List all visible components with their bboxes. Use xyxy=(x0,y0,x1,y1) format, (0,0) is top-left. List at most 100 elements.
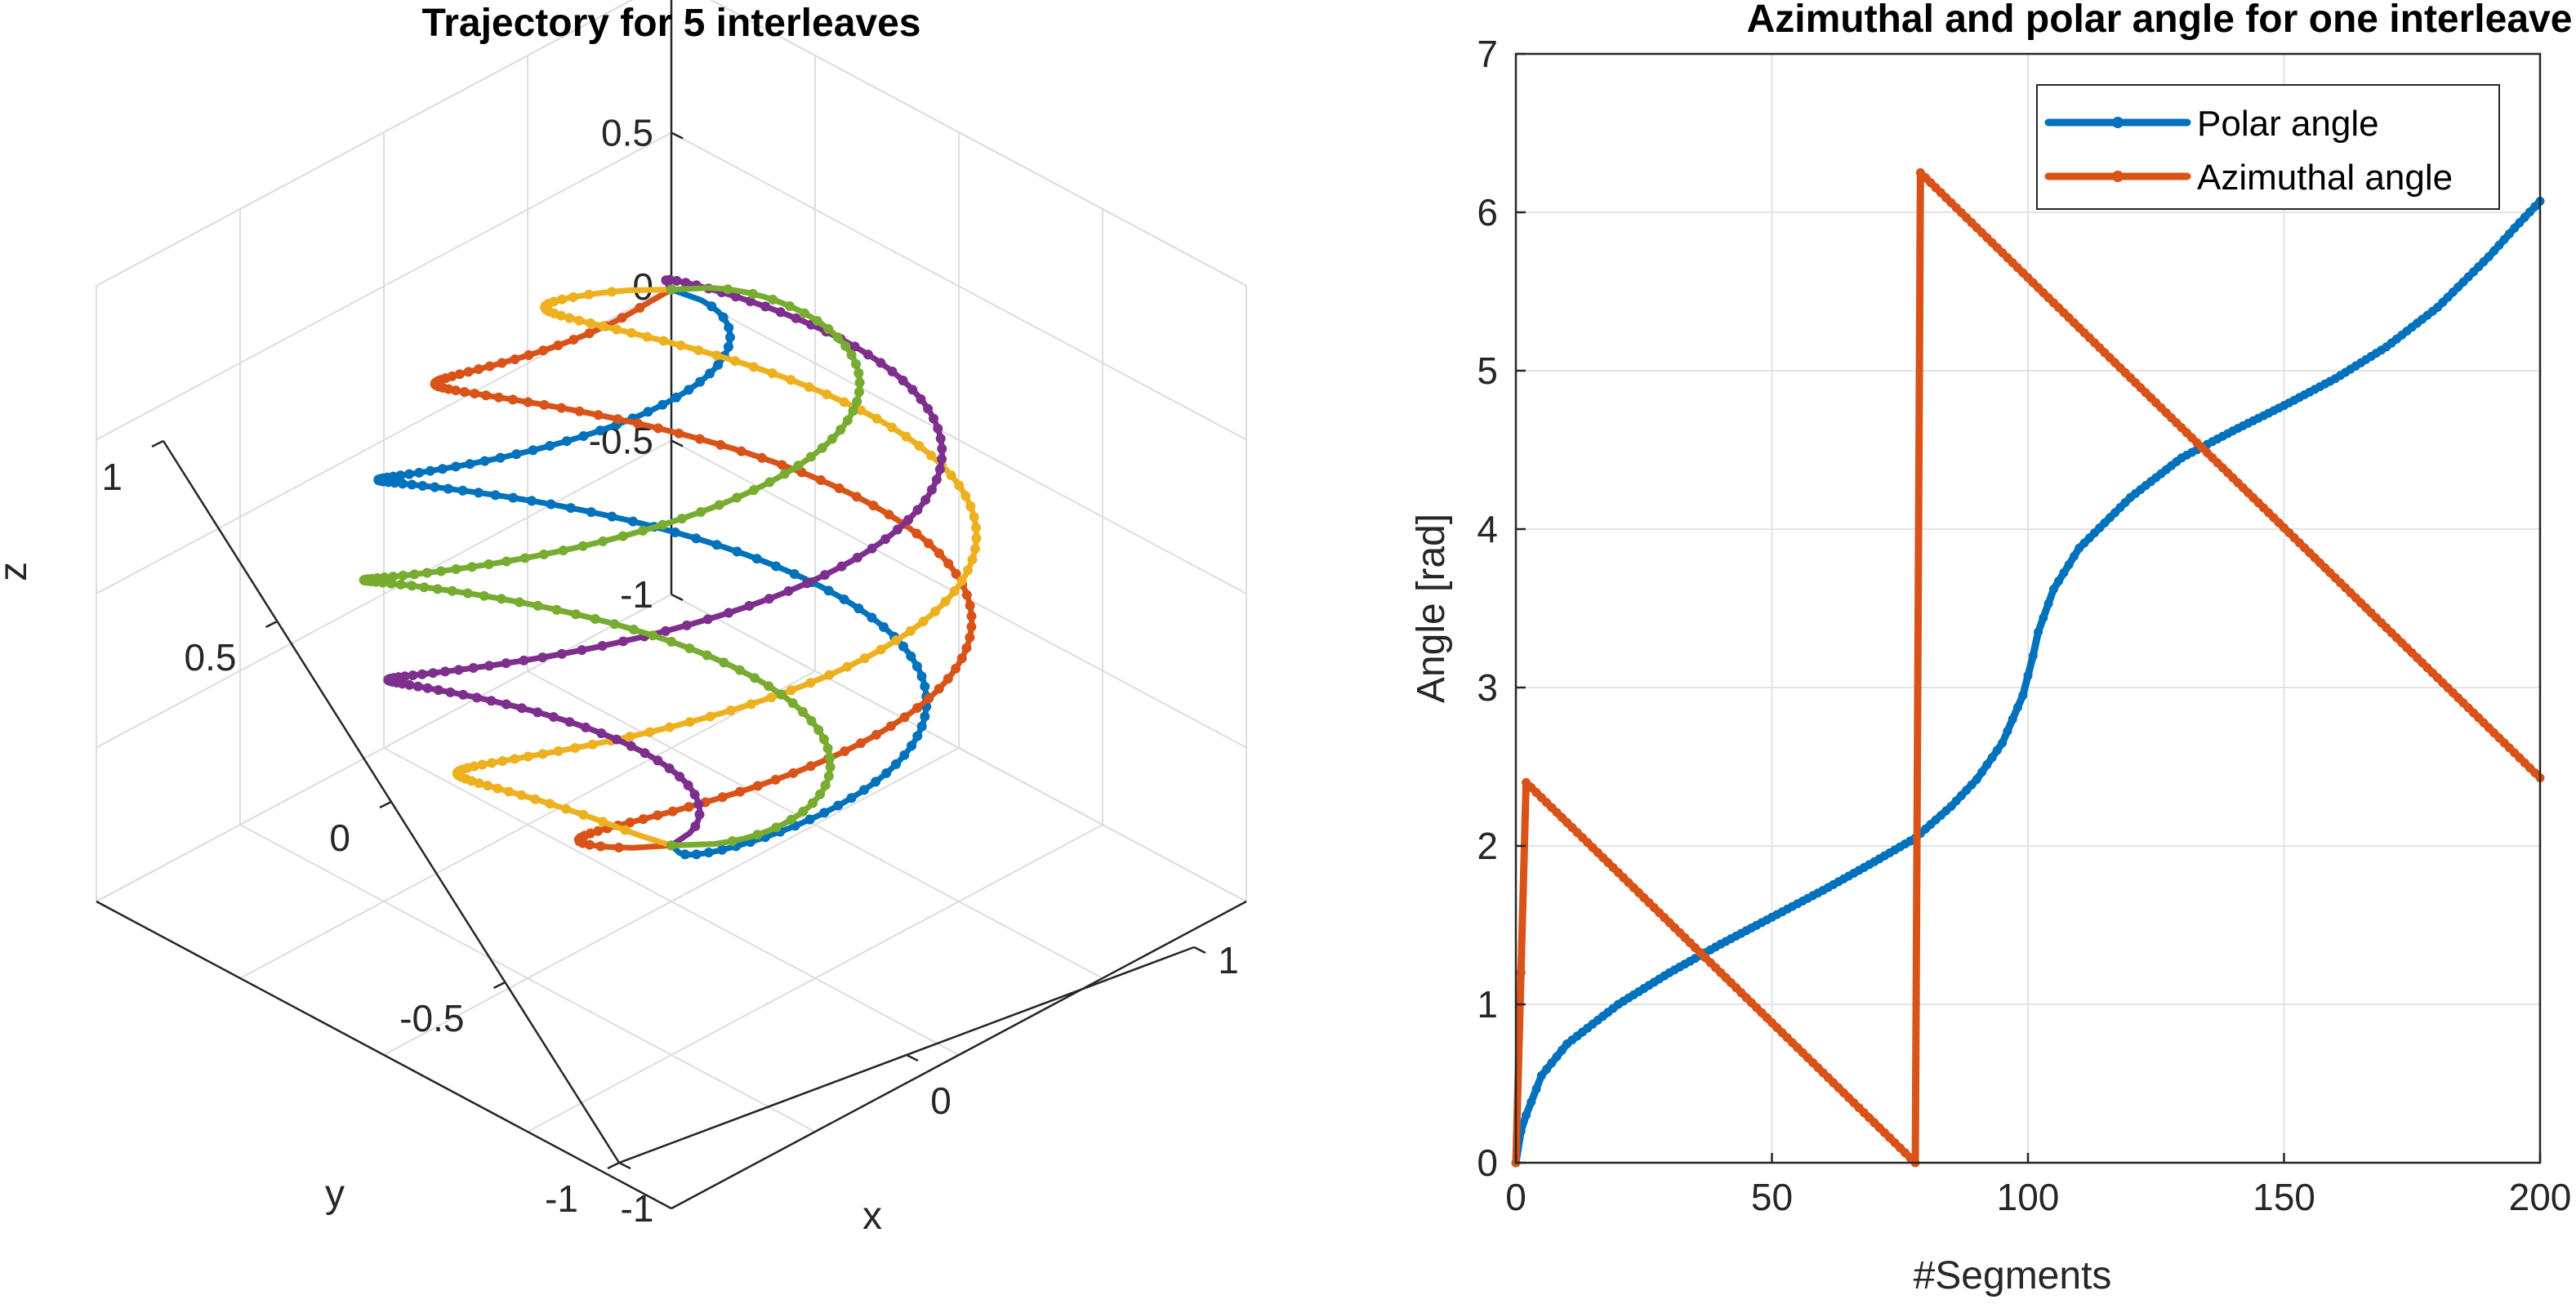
x-tick-label: 50 xyxy=(1751,1176,1793,1218)
trajectory-3d-chart: 10.50-0.5-110.50-0.5-1-101 Trajectory fo… xyxy=(0,0,1247,1238)
axes-3d: 10.50-0.5-110.50-0.5-1-101 xyxy=(96,0,1247,1230)
series-point xyxy=(2003,726,2012,736)
trajectory-point xyxy=(644,727,655,737)
trajectory-point xyxy=(702,614,713,625)
legend-marker-polar xyxy=(2112,117,2124,128)
trajectory-point xyxy=(839,397,849,407)
trajectory-point xyxy=(898,641,908,652)
trajectory-point xyxy=(793,461,804,471)
trajectory-point xyxy=(930,606,941,616)
y-tick-label: 7 xyxy=(1477,33,1498,75)
trajectory-point xyxy=(684,802,694,812)
trajectory-point xyxy=(462,588,473,599)
series-point xyxy=(2484,251,2494,261)
y-tick-label: 5 xyxy=(1477,349,1498,392)
trajectory-point xyxy=(595,425,605,436)
trajectory-point xyxy=(564,313,575,323)
trajectory-point xyxy=(664,722,675,732)
trajectory-point xyxy=(966,621,977,632)
trajectory-point xyxy=(885,721,896,732)
trajectory-point xyxy=(727,836,738,847)
trajectory-point xyxy=(640,748,650,759)
trajectory-point xyxy=(386,578,396,589)
trajectory-point xyxy=(568,292,578,302)
trajectory-point xyxy=(586,507,596,518)
series-point xyxy=(1552,1052,1562,1061)
gridline xyxy=(383,747,960,1056)
trajectory-point xyxy=(808,798,818,808)
y-tick xyxy=(492,981,506,990)
trajectory-point xyxy=(750,673,760,683)
z-tick-label: 0.5 xyxy=(601,112,653,154)
trajectory-point xyxy=(935,434,946,444)
trajectory-point xyxy=(432,584,443,594)
trajectory-point xyxy=(717,844,728,855)
trajectory-point xyxy=(756,452,767,463)
trajectory-point xyxy=(598,536,608,546)
trajectory-point xyxy=(771,561,782,572)
y-tick-label: 6 xyxy=(1477,191,1498,234)
angle-series xyxy=(1511,168,2545,1168)
trajectory-point xyxy=(397,478,408,489)
trajectory-point xyxy=(965,600,975,611)
trajectory-point xyxy=(732,492,742,503)
trajectory-point xyxy=(934,683,944,694)
trajectory-point xyxy=(632,418,643,429)
trajectory-point xyxy=(892,524,902,535)
trajectory-point xyxy=(565,503,576,514)
trajectory-point xyxy=(477,759,488,770)
trajectory-point xyxy=(612,324,622,335)
trajectory-point xyxy=(931,474,942,485)
trajectory-point xyxy=(817,443,827,453)
trajectory-point xyxy=(620,825,631,835)
trajectory-point xyxy=(553,340,564,350)
trajectory-point xyxy=(926,450,937,461)
series-point xyxy=(2034,627,2043,637)
y-tick-label: 1 xyxy=(101,456,123,498)
trajectory-point xyxy=(871,729,881,740)
trajectory-point xyxy=(840,745,850,756)
trajectory-point xyxy=(548,712,559,723)
trajectory-point xyxy=(806,715,817,726)
trajectory-point xyxy=(770,774,781,785)
trajectory-interleave-5 xyxy=(359,284,865,851)
trajectory-point xyxy=(454,369,465,380)
trajectory-point xyxy=(744,601,755,612)
trajectory-point xyxy=(545,799,555,809)
trajectory-point xyxy=(748,485,759,496)
trajectory-point xyxy=(853,603,864,614)
series-point xyxy=(1972,775,1981,785)
trajectory-point xyxy=(871,777,881,787)
trajectory-point xyxy=(966,611,977,621)
trajectory-point xyxy=(598,321,608,332)
trajectory-point xyxy=(574,315,585,326)
series-point xyxy=(2039,613,2048,623)
trajectory-point xyxy=(853,387,864,398)
trajectory-point xyxy=(546,499,556,510)
trajectory-point xyxy=(963,565,974,576)
trajectory-point xyxy=(956,653,967,664)
x-tick xyxy=(618,1161,631,1170)
trajectory-point xyxy=(907,741,917,751)
trajectory-point xyxy=(805,678,816,688)
trajectory-point xyxy=(825,753,836,763)
trajectory-point xyxy=(703,848,714,858)
trajectory-point xyxy=(684,643,695,653)
trajectory-point xyxy=(440,666,451,677)
trajectory-point xyxy=(918,616,929,626)
trajectory-point xyxy=(459,387,470,398)
series-point xyxy=(2504,229,2514,238)
trajectory-point xyxy=(804,381,814,392)
trajectory-point xyxy=(764,594,774,604)
trajectory-point xyxy=(713,359,724,370)
trajectory-point xyxy=(404,679,415,690)
trajectory-point xyxy=(967,554,978,565)
trajectory-point xyxy=(859,653,870,664)
series-point xyxy=(2008,714,2017,724)
series-point xyxy=(2023,670,2033,680)
trajectory-point xyxy=(648,630,658,641)
trajectory-point xyxy=(606,287,617,297)
trajectory-point xyxy=(404,469,415,479)
trajectory-point xyxy=(851,492,862,502)
trajectory-point xyxy=(711,350,722,361)
